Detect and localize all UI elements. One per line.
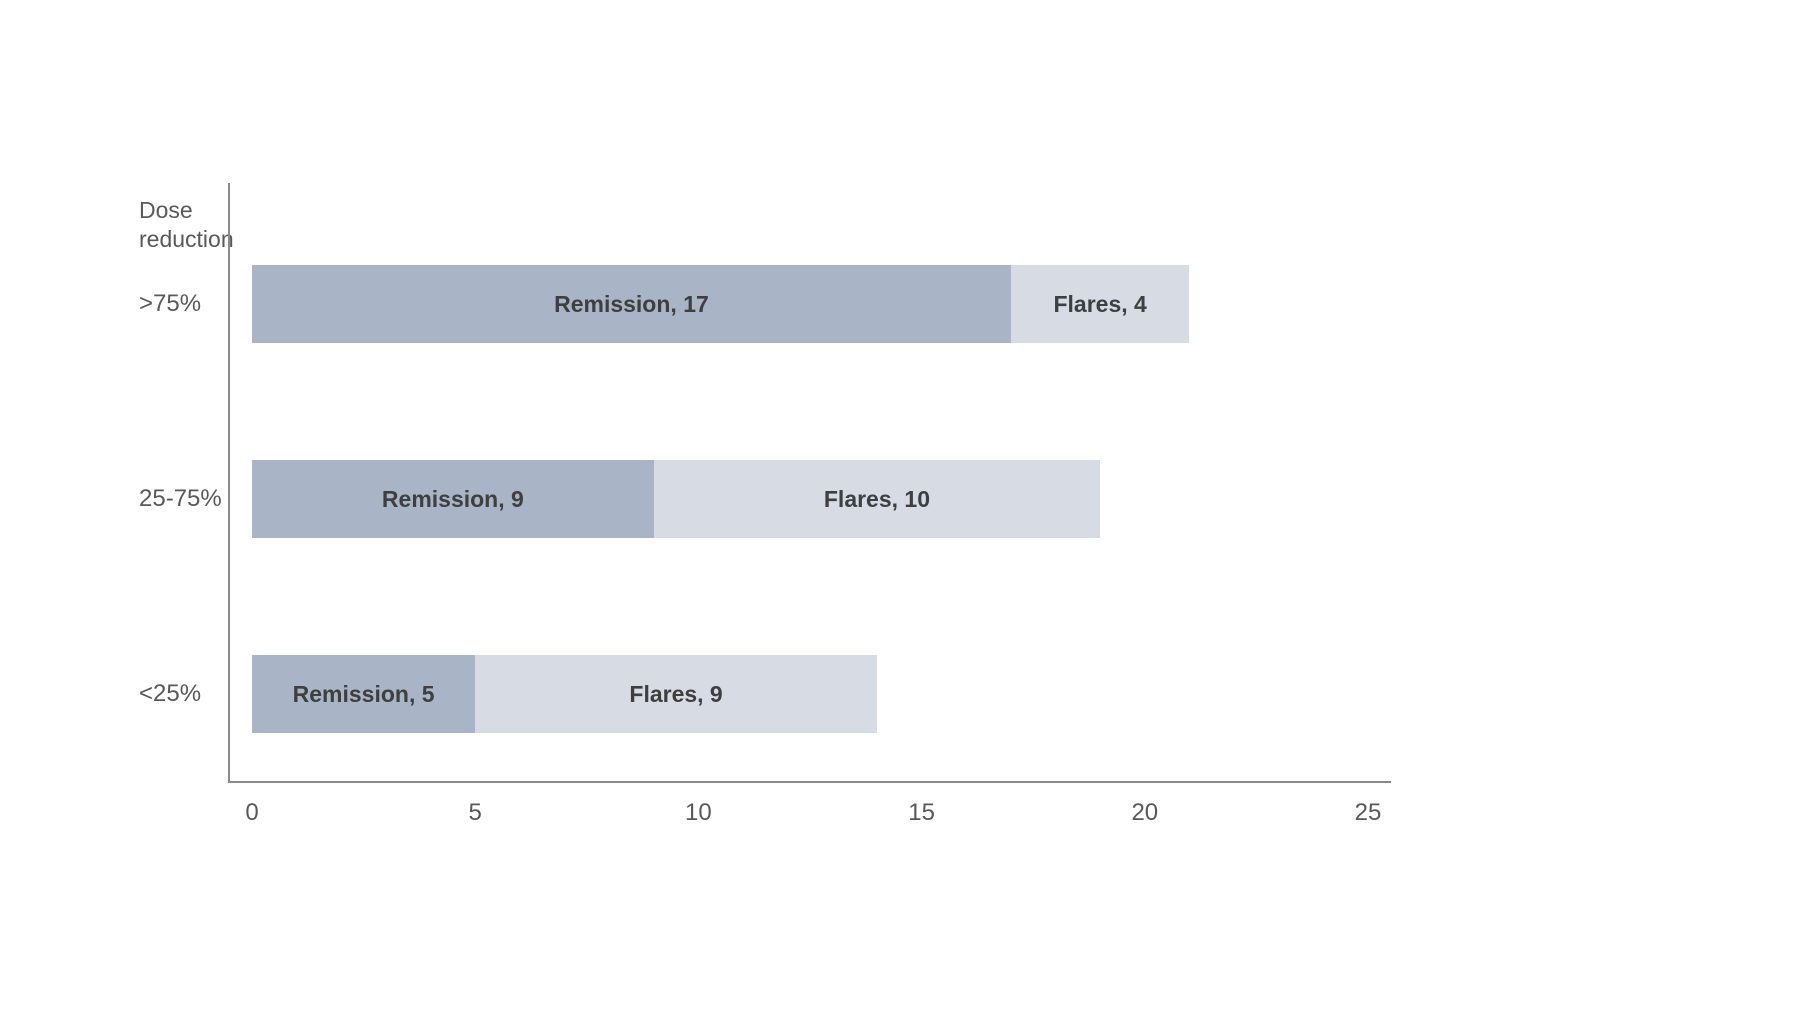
data-label: Remission, 5 — [292, 680, 435, 707]
data-label: Flares, 4 — [1053, 290, 1147, 317]
category-label: 25-75% — [139, 485, 222, 512]
y-axis-line — [228, 183, 230, 782]
data-label: Flares, 9 — [629, 680, 723, 707]
x-tick-label: 5 — [468, 799, 482, 826]
bar-segment-remission: Remission, 9 — [252, 460, 654, 538]
x-axis-line — [228, 781, 1391, 783]
x-tick-label: 0 — [245, 799, 259, 826]
bar-segment-remission: Remission, 5 — [252, 655, 476, 733]
category-label: <25% — [139, 680, 202, 707]
data-label: Remission, 9 — [381, 485, 524, 512]
bar-segment-remission: Remission, 17 — [252, 265, 1011, 343]
bar-segment-flares: Flares, 10 — [653, 460, 1101, 538]
x-tick-label: 20 — [1131, 799, 1159, 826]
x-tick-label: 10 — [685, 799, 712, 826]
data-label: Remission, 17 — [554, 290, 709, 317]
bar-segment-flares: Flares, 9 — [475, 655, 877, 733]
data-label: Flares, 10 — [823, 485, 931, 512]
bar-segment-flares: Flares, 4 — [1010, 265, 1190, 343]
x-tick-label: 15 — [908, 799, 935, 826]
category-axis-title: Dose reduction — [139, 197, 234, 252]
category-label: >75% — [139, 290, 202, 317]
x-tick-label: 25 — [1354, 799, 1382, 826]
